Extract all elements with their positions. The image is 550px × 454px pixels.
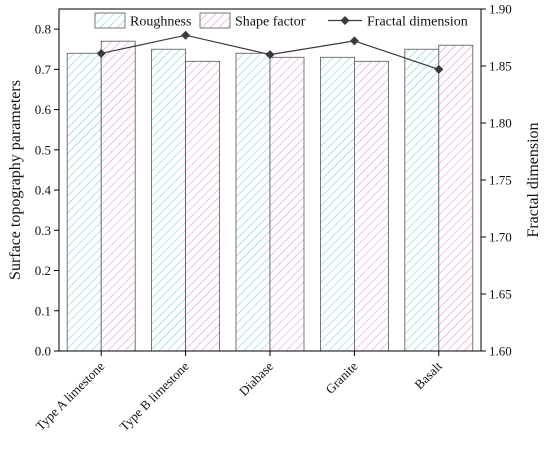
fractal-dimension-point bbox=[434, 64, 444, 74]
left-axis-tick-label: 0.8 bbox=[35, 22, 51, 37]
legend-label: Fractal dimension bbox=[367, 15, 468, 30]
fractal-dimension-point bbox=[265, 50, 275, 60]
x-axis-category-label: Type A limestone bbox=[33, 358, 108, 433]
legend-diamond-icon bbox=[340, 16, 350, 25]
left-axis-tick-label: 0.3 bbox=[35, 223, 51, 238]
fractal-dimension-point bbox=[181, 30, 191, 40]
bar-roughness bbox=[404, 48, 440, 352]
x-axis-category-label: Type B limestone bbox=[116, 358, 191, 433]
left-axis-tick-label: 0.2 bbox=[35, 263, 51, 278]
right-axis-tick-label: 1.80 bbox=[489, 116, 512, 131]
bar-shape-factor bbox=[269, 56, 305, 352]
bar-roughness bbox=[66, 52, 102, 352]
bar-shape-factor bbox=[100, 40, 136, 352]
bar-shape-factor bbox=[438, 44, 474, 352]
bar-roughness bbox=[319, 56, 355, 352]
fractal-line-group bbox=[96, 30, 444, 74]
bar-roughness bbox=[235, 52, 271, 352]
y2-axis-title: Fractal dimension bbox=[525, 122, 542, 237]
legend-label: Shape factor bbox=[235, 15, 306, 30]
fractal-dimension-point bbox=[349, 36, 359, 46]
left-axis-tick-label: 0.6 bbox=[35, 102, 52, 117]
x-axis-category-label: Basalt bbox=[411, 358, 445, 392]
right-axis-tick-label: 1.70 bbox=[489, 230, 512, 245]
right-axis-tick-label: 1.60 bbox=[489, 344, 512, 359]
right-axis-tick-label: 1.90 bbox=[489, 2, 512, 17]
legend-swatch-shape-factor bbox=[199, 12, 231, 29]
bar-roughness bbox=[151, 48, 187, 352]
left-axis-tick-label: 0.5 bbox=[35, 142, 51, 157]
legend: Roughness Shape factor Fractal dimension bbox=[94, 12, 468, 30]
bar-shape-factor bbox=[353, 60, 389, 352]
right-axis: 1.60 1.65 1.70 1.75 1.80 1.85 1.90 bbox=[481, 2, 512, 359]
x-axis-category-label: Diabase bbox=[236, 358, 276, 398]
right-axis-tick-label: 1.85 bbox=[489, 59, 512, 74]
legend-label: Roughness bbox=[130, 15, 191, 30]
legend-swatch-roughness bbox=[94, 12, 126, 29]
left-axis-tick-label: 0.7 bbox=[35, 62, 52, 77]
left-axis: 0.0 0.1 0.2 0.3 0.4 0.5 0.6 0.7 0.8 bbox=[35, 22, 59, 359]
right-axis-tick-label: 1.75 bbox=[489, 173, 512, 188]
bars-group bbox=[66, 40, 474, 352]
right-axis-tick-label: 1.65 bbox=[489, 287, 512, 302]
left-axis-tick-label: 0.4 bbox=[35, 183, 52, 198]
x-axis: Type A limestone Type B limestone Diabase G… bbox=[33, 351, 445, 434]
x-axis-category-label: Granite bbox=[322, 358, 360, 396]
left-axis-tick-label: 0.1 bbox=[35, 303, 51, 318]
bar-shape-factor bbox=[185, 60, 221, 352]
y-axis-title: Surface topography parameters bbox=[7, 80, 24, 280]
left-axis-tick-label: 0.0 bbox=[35, 344, 51, 359]
fractal-dimension-point bbox=[96, 48, 106, 58]
